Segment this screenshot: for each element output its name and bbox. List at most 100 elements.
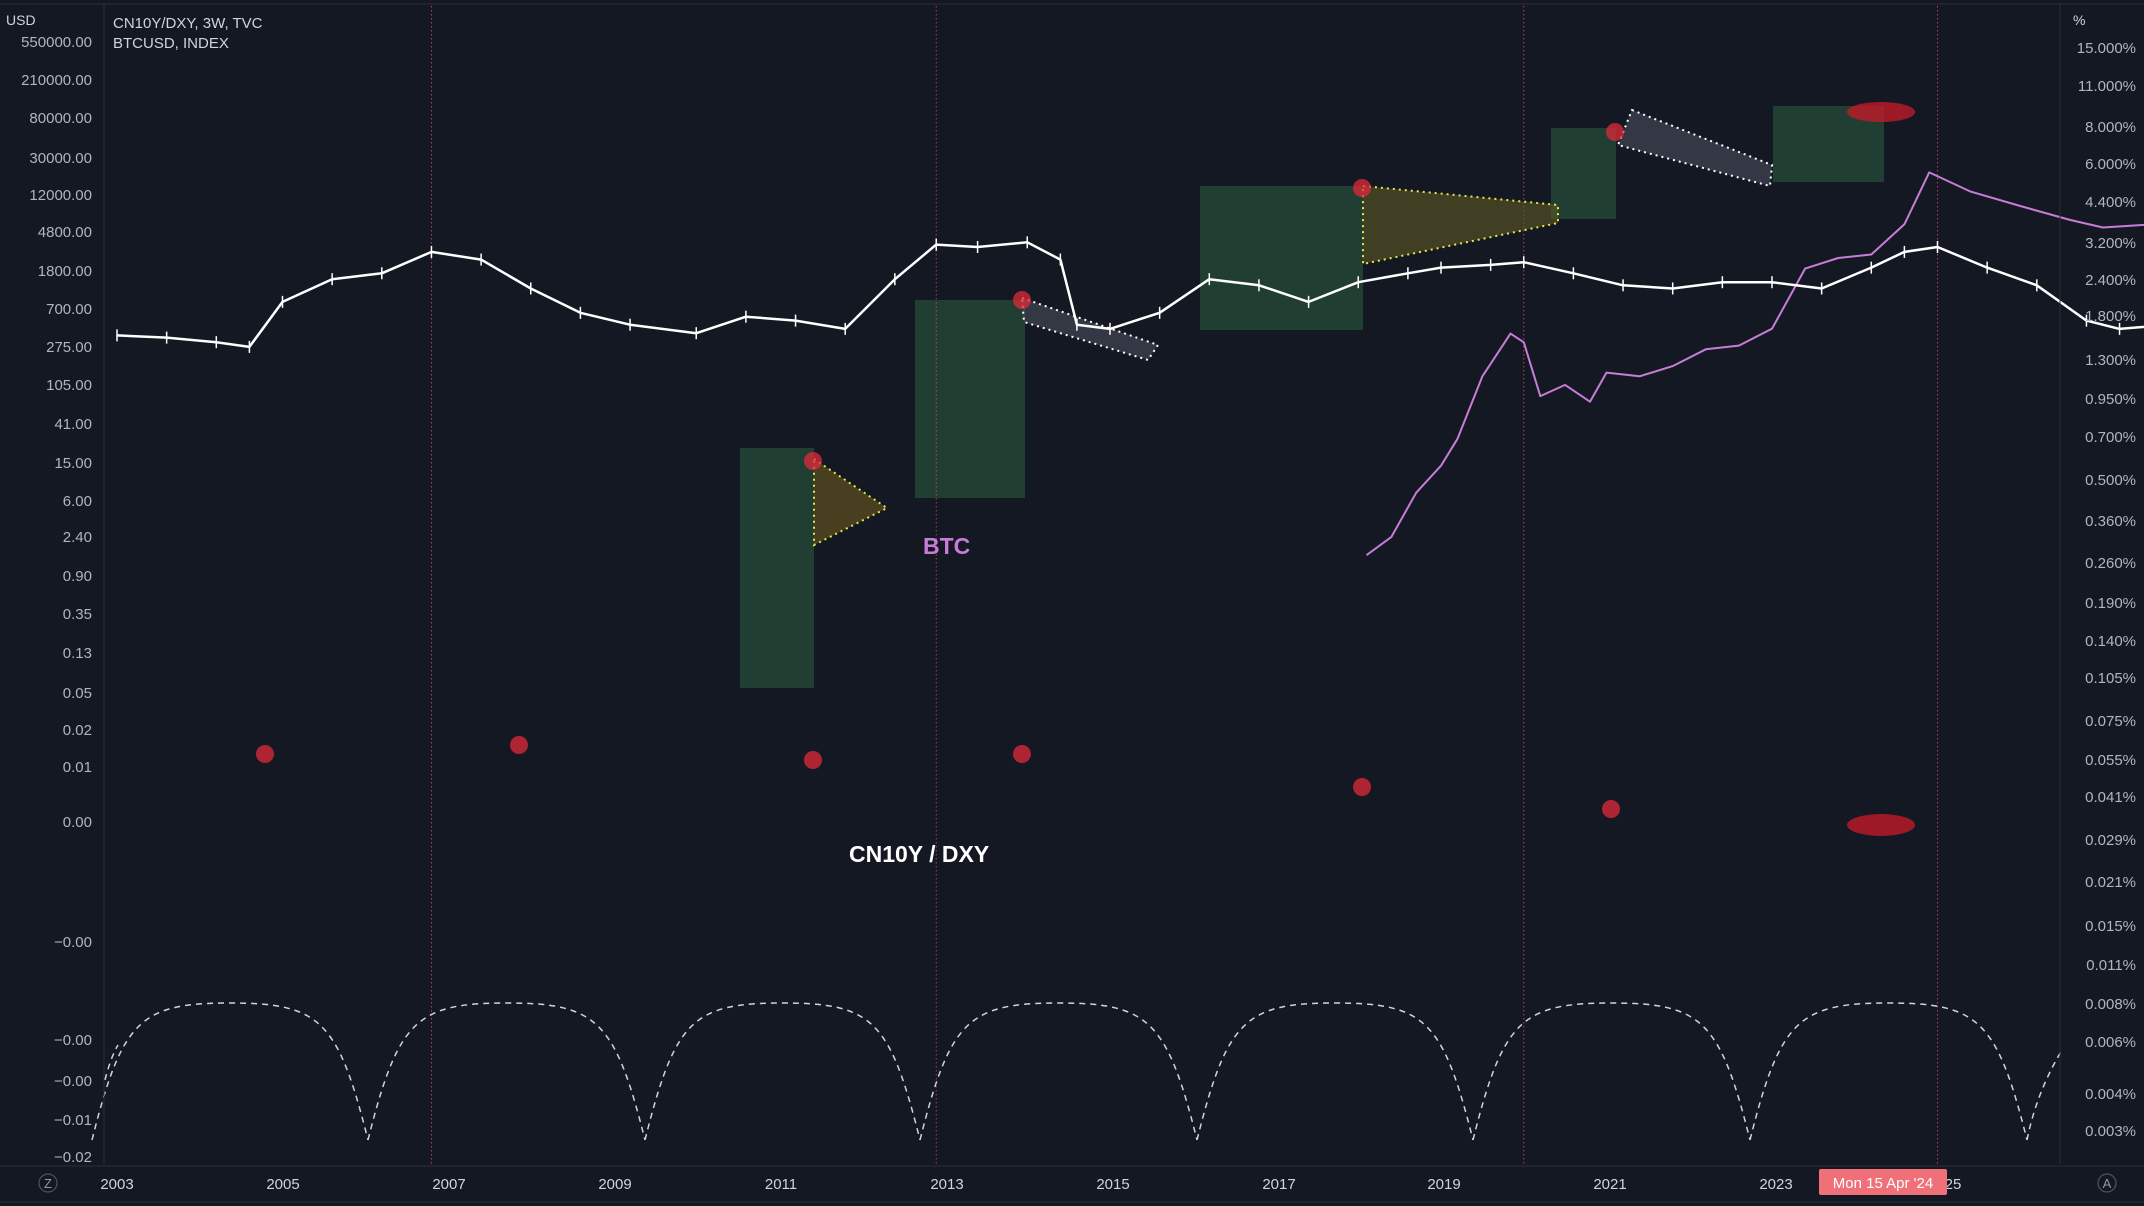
left-axis-tick: 0.90	[63, 568, 92, 585]
right-axis-tick: 3.200%	[2085, 235, 2136, 252]
time-axis[interactable]: 2003 2005 2007 2009 2011 2013 2015 2017 2019 2021…	[100, 1176, 1961, 1193]
right-axis-tick: 11.000%	[2078, 78, 2136, 95]
cycle-box	[1200, 186, 1363, 330]
btc-label: BTC	[923, 533, 970, 559]
consolidation-patterns	[813, 108, 1774, 547]
right-axis-tick: 0.041%	[2085, 789, 2136, 806]
projection-marker	[1847, 814, 1915, 836]
right-axis-tick: 0.021%	[2085, 874, 2136, 891]
time-axis-tick: 2013	[930, 1176, 963, 1193]
time-axis-tick: 2007	[432, 1176, 465, 1193]
left-axis-tick: −0.00	[54, 1073, 92, 1090]
left-axis-tick: 0.00	[63, 814, 92, 831]
left-axis-tick: 1800.00	[38, 263, 92, 280]
cycle-top-marker	[804, 751, 822, 769]
cycle-arc	[1749, 1002, 2028, 1141]
right-axis-tick: 0.008%	[2085, 996, 2136, 1013]
right-axis-tick: 4.400%	[2085, 194, 2136, 211]
left-axis-tick: 700.00	[46, 301, 92, 318]
consolidation-pattern	[1362, 184, 1559, 266]
left-axis-tick: −0.02	[54, 1149, 92, 1166]
right-axis-tick: 0.006%	[2085, 1034, 2136, 1051]
cycle-box	[1551, 128, 1616, 219]
auto-scale-button[interactable]: A	[2097, 1173, 2117, 1193]
svg-text:A: A	[2103, 1176, 2112, 1191]
right-axis-tick: 0.500%	[2085, 472, 2136, 489]
right-axis-tick: 0.011%	[2086, 957, 2136, 974]
cycle-top-marker	[1353, 179, 1371, 197]
cycle-top-marker	[804, 452, 822, 470]
right-axis-tick: 0.260%	[2085, 555, 2136, 572]
cycle-arc	[644, 1002, 921, 1141]
time-axis-tick: 2003	[100, 1176, 133, 1193]
left-axis-tick: 275.00	[46, 339, 92, 356]
cycle-top-marker	[1013, 291, 1031, 309]
cycle-arc	[104, 1044, 119, 1081]
left-axis-tick: 2.40	[63, 529, 92, 546]
cycle-arc	[2026, 1049, 2063, 1141]
left-axis-tick: 80000.00	[29, 110, 92, 127]
right-axis-tick: 0.140%	[2085, 633, 2136, 650]
left-axis-tick: 30000.00	[29, 150, 92, 167]
left-axis-tick: 105.00	[46, 377, 92, 394]
right-axis-tick: 0.015%	[2085, 918, 2136, 935]
left-axis-tick: −0.00	[54, 934, 92, 951]
cycle-vertical-lines	[430, 6, 1938, 1164]
right-axis-tick: 2.400%	[2085, 272, 2136, 289]
time-axis-tick: 2023	[1759, 1176, 1792, 1193]
time-axis-tick: 2011	[765, 1176, 797, 1193]
right-axis-tick: 0.700%	[2085, 429, 2136, 446]
legend-cn10y-dxy[interactable]: CN10Y/DXY, 3W, TVC	[113, 15, 263, 32]
left-axis-tick: 0.02	[63, 722, 92, 739]
right-axis-unit: %	[2073, 12, 2085, 28]
time-axis-tick: 2019	[1427, 1176, 1460, 1193]
projection-marker	[1847, 102, 1915, 122]
cycle-box	[915, 300, 1025, 498]
left-axis-tick: 12000.00	[29, 187, 92, 204]
right-axis-tick: 0.004%	[2085, 1086, 2136, 1103]
time-axis-tick: 2015	[1096, 1176, 1129, 1193]
cycle-arc	[367, 1002, 646, 1141]
right-axis-tick: 1.300%	[2085, 352, 2136, 369]
cycle-top-marker	[1606, 123, 1624, 141]
svg-text:Z: Z	[44, 1176, 52, 1191]
left-price-axis[interactable]: 550000.00 210000.00 80000.00 30000.00 12000.…	[21, 34, 92, 1166]
right-axis-tick: 0.075%	[2085, 713, 2136, 730]
time-axis-tick: 25	[1945, 1176, 1962, 1193]
consolidation-pattern	[1616, 108, 1774, 188]
consolidation-pattern	[1020, 296, 1160, 362]
cycle-arc	[91, 1002, 369, 1141]
left-axis-tick: 41.00	[54, 416, 92, 433]
cycle-arc	[919, 1002, 1198, 1141]
left-axis-tick: −0.00	[54, 1032, 92, 1049]
left-axis-tick: 550000.00	[21, 34, 92, 51]
right-axis-tick: 0.105%	[2085, 670, 2136, 687]
left-axis-tick: 0.05	[63, 685, 92, 702]
right-axis-tick: 0.950%	[2085, 391, 2136, 408]
left-axis-tick: 0.13	[63, 645, 92, 662]
btc-series-line	[1365, 171, 2144, 557]
cycle-arcs	[91, 1002, 2063, 1141]
cycle-box	[740, 448, 814, 688]
cycle-arc	[1196, 1002, 1474, 1141]
right-axis-tick: 0.055%	[2085, 752, 2136, 769]
timezone-button[interactable]: Z	[38, 1173, 58, 1193]
left-axis-tick: 15.00	[54, 455, 92, 472]
time-axis-tick: 2017	[1262, 1176, 1295, 1193]
left-axis-tick: 0.01	[63, 759, 92, 776]
right-axis-tick: 1.800%	[2085, 308, 2136, 325]
crosshair-date-badge: Mon 15 Apr '24	[1819, 1169, 1947, 1195]
time-axis-tick: 2009	[598, 1176, 631, 1193]
svg-text:Mon 15 Apr '24: Mon 15 Apr '24	[1833, 1175, 1933, 1192]
cycle-top-markers	[256, 102, 1915, 836]
cn10y-dxy-label: CN10Y / DXY	[849, 841, 989, 867]
right-axis-tick: 0.029%	[2085, 832, 2136, 849]
left-axis-tick: −0.01	[54, 1112, 92, 1129]
left-axis-tick: 6.00	[63, 493, 92, 510]
right-price-axis[interactable]: 15.000% 11.000% 8.000% 6.000% 4.400% 3.200% 2.…	[2077, 40, 2136, 1140]
left-axis-tick: 0.35	[63, 606, 92, 623]
consolidation-pattern	[813, 457, 889, 547]
legend-btcusd[interactable]: BTCUSD, INDEX	[113, 35, 229, 52]
right-axis-tick: 0.003%	[2085, 1123, 2136, 1140]
